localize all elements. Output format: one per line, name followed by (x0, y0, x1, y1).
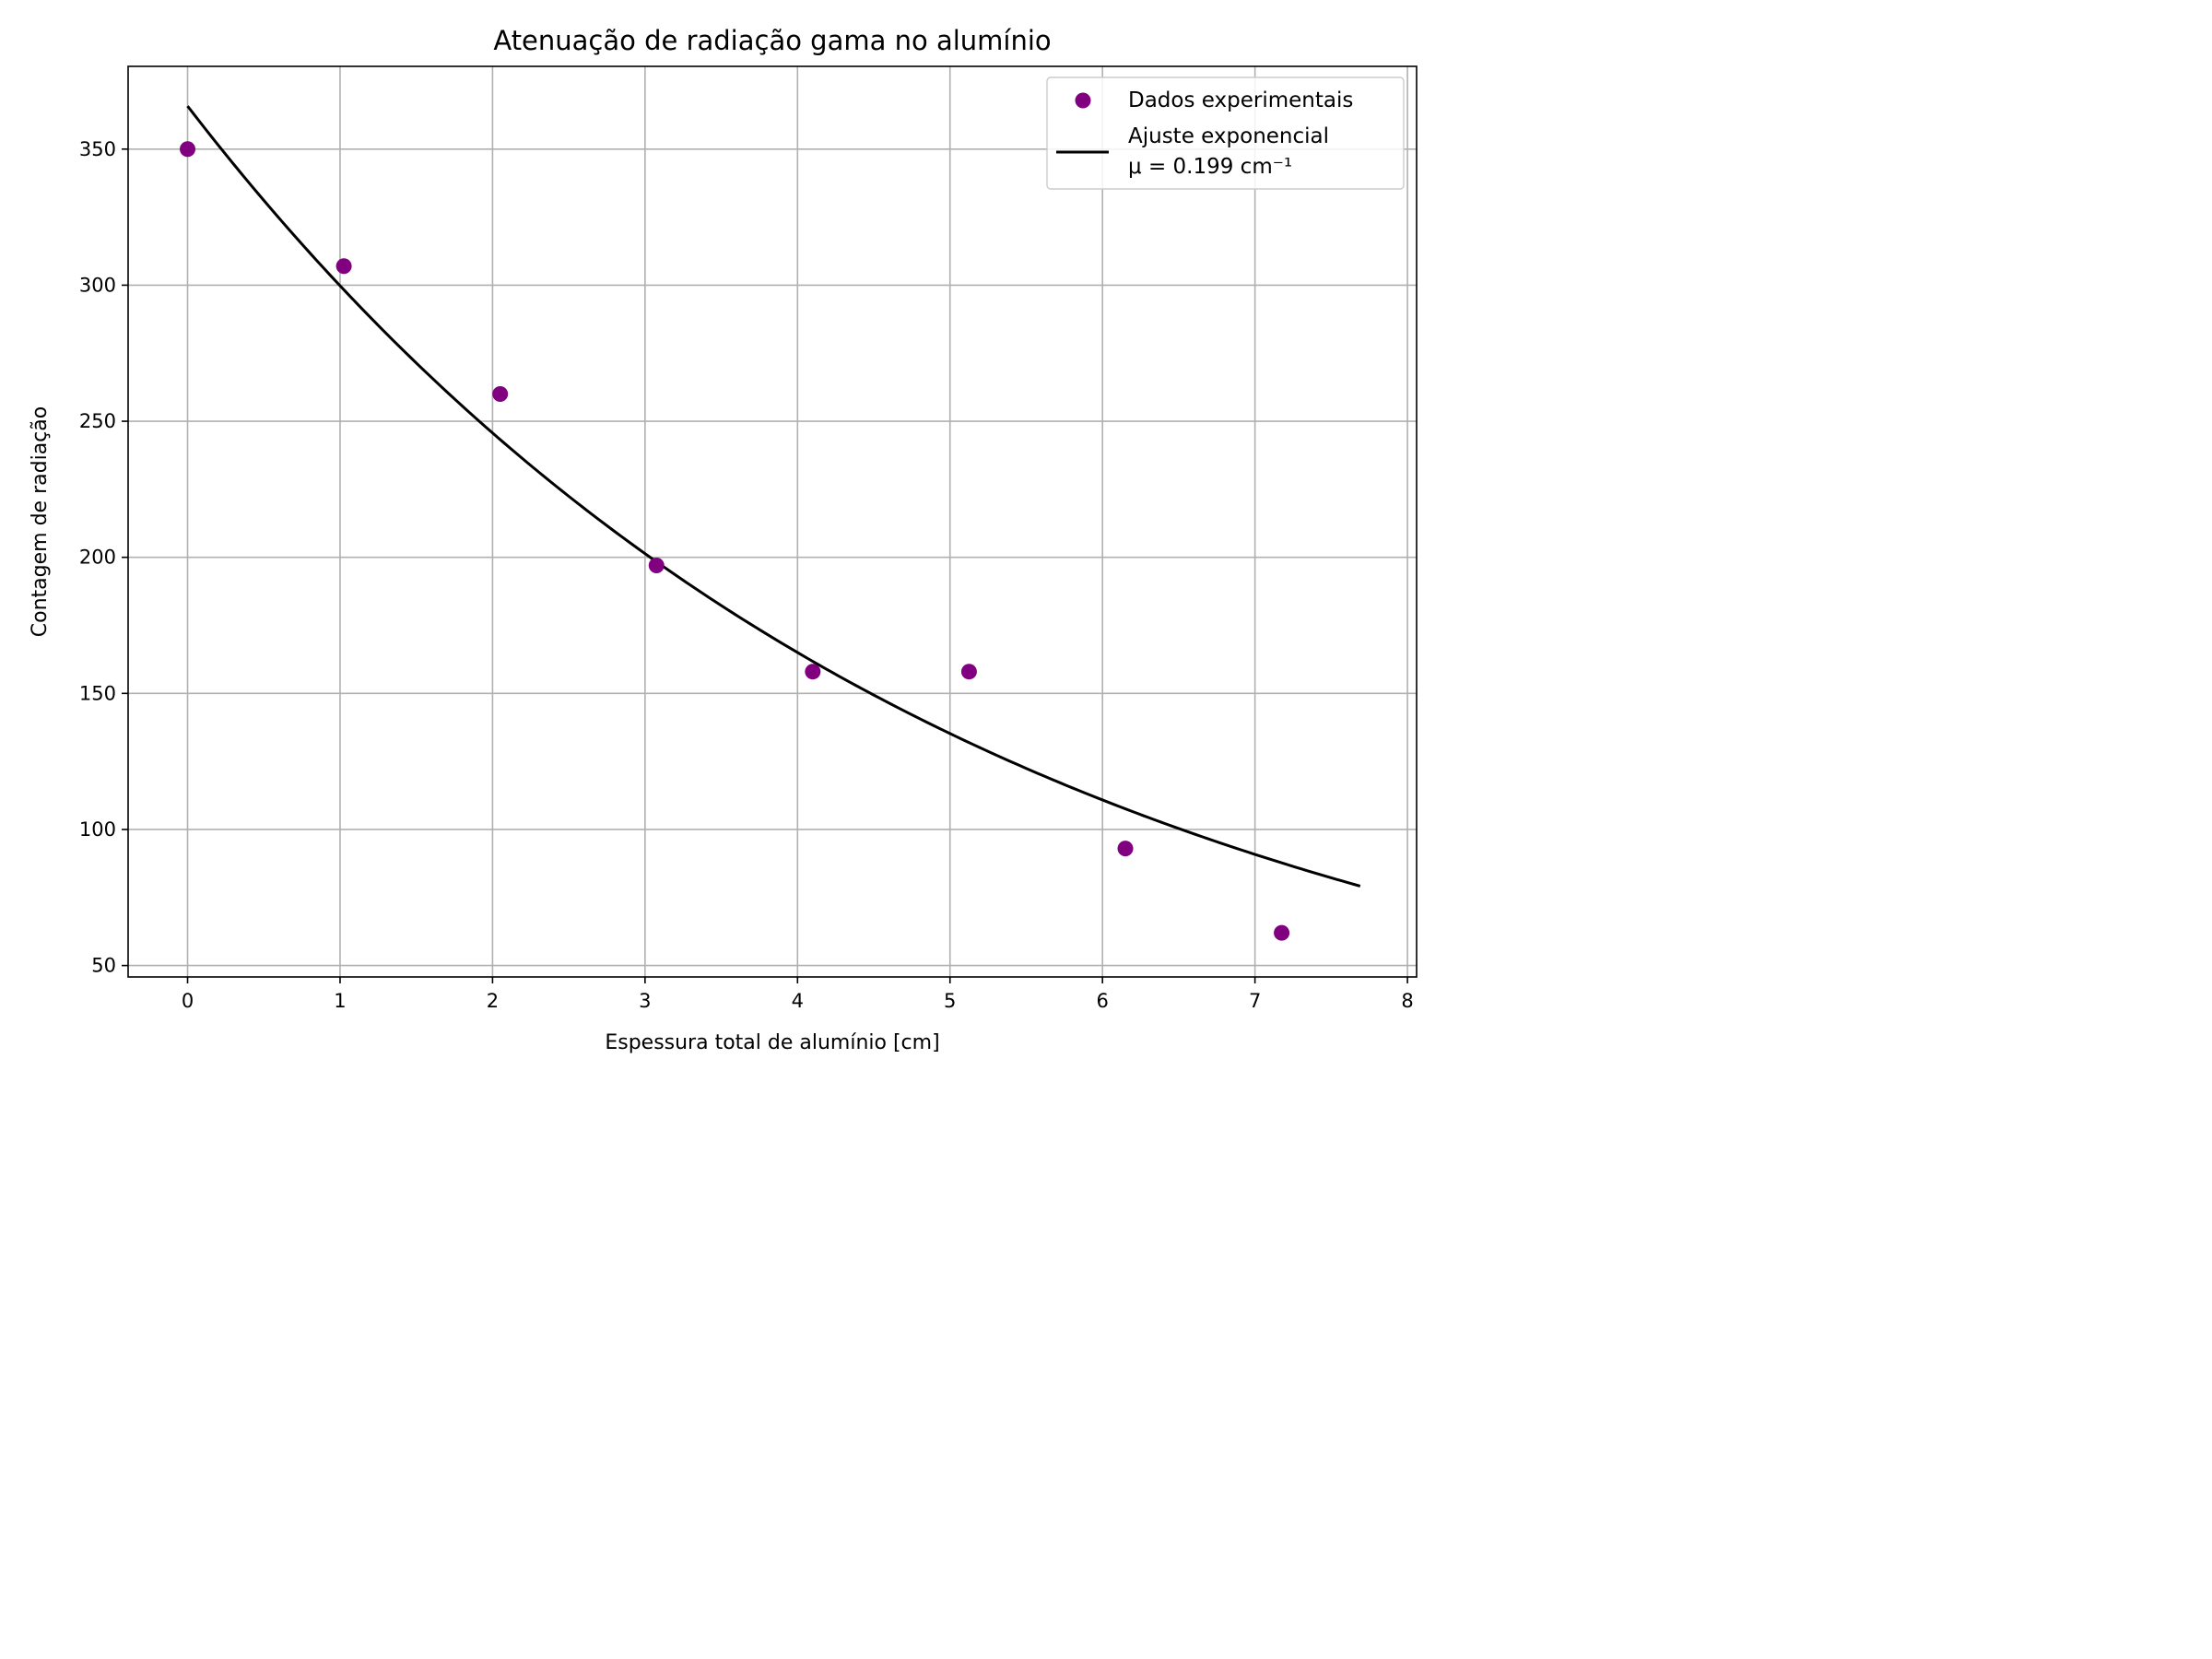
data-point (1117, 841, 1134, 857)
fit-line (186, 105, 1361, 888)
data-point (1274, 924, 1290, 941)
grid (128, 66, 1417, 977)
x-tick-label: 5 (944, 990, 956, 1012)
data-point (805, 664, 821, 680)
y-tick-label: 100 (79, 818, 116, 841)
data-points-layer (180, 141, 1290, 941)
x-tick-label: 2 (487, 990, 499, 1012)
data-point (492, 386, 509, 403)
y-tick-label: 350 (79, 138, 116, 160)
y-tick-label: 200 (79, 547, 116, 569)
legend-label-line: Ajuste exponencial (1128, 124, 1329, 148)
legend: Dados experimentais Ajuste exponencial μ… (1046, 76, 1405, 190)
legend-label-scatter: Dados experimentais (1128, 88, 1353, 112)
legend-label-line-param: μ = 0.199 cm⁻¹ (1128, 155, 1292, 179)
chart-title: Atenuação de radiação gama no alumínio (493, 25, 1051, 56)
fit-line-layer (186, 105, 1361, 888)
y-tick-label: 150 (79, 682, 116, 704)
y-tick-label: 300 (79, 274, 116, 296)
x-tick-label: 0 (182, 990, 194, 1012)
axis-ticks: 0 1 2 3 4 5 6 7 8 50 100 150 200 250 300 350 (79, 138, 1414, 1012)
data-point (335, 258, 352, 275)
data-point (648, 558, 665, 574)
x-tick-label: 8 (1401, 990, 1413, 1012)
y-tick-label: 50 (91, 955, 116, 977)
x-tick-label: 4 (792, 990, 804, 1012)
y-tick-label: 250 (79, 410, 116, 432)
x-tick-label: 1 (334, 990, 346, 1012)
plot-background (128, 66, 1417, 977)
y-axis-label: Contagem de radiação (29, 406, 52, 637)
chart: 0 1 2 3 4 5 6 7 8 50 100 150 200 250 300 350 Atenuação … (0, 0, 1441, 1081)
plot-frame (127, 65, 1418, 978)
data-point (180, 141, 196, 158)
x-tick-label: 7 (1249, 990, 1261, 1012)
data-point (960, 664, 977, 680)
x-tick-label: 6 (1096, 990, 1108, 1012)
legend-frame (1046, 76, 1405, 190)
chart-svg: 0 1 2 3 4 5 6 7 8 50 100 150 200 250 300 350 Atenuação … (0, 0, 1441, 1081)
x-tick-label: 3 (639, 990, 651, 1012)
legend-marker-scatter (1075, 92, 1091, 109)
x-axis-label: Espessura total de alumínio [cm] (605, 1031, 939, 1054)
